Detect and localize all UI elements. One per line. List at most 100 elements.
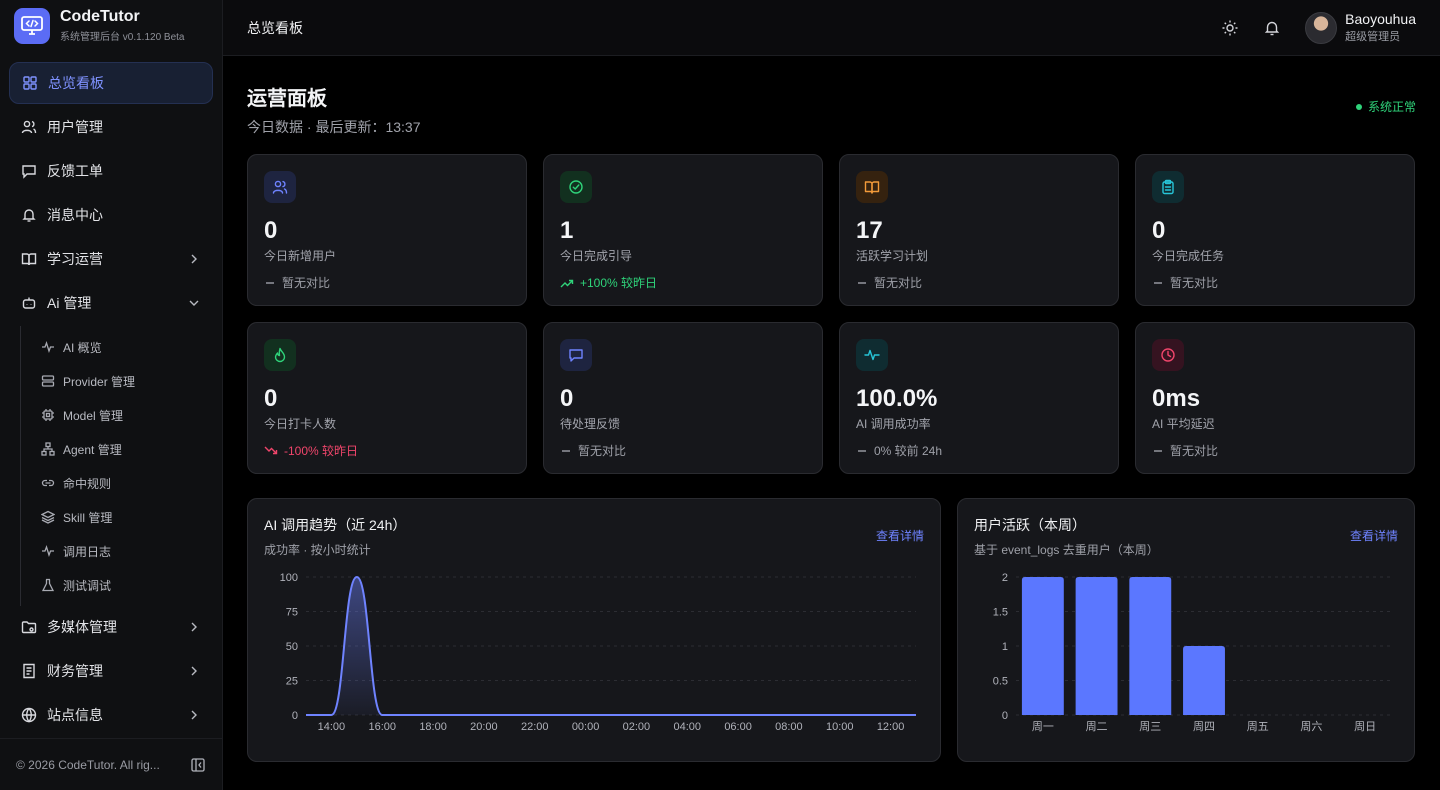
book-open-icon bbox=[856, 171, 888, 203]
chip-icon bbox=[42, 409, 54, 422]
ai-trend-chart: 0 25 50 75 100 14:00 16:00 18:00 20:00 22:00 00:00… bbox=[280, 572, 916, 733]
notification-bell-icon[interactable] bbox=[1263, 19, 1281, 37]
kpi-compare: 0% 较前 24h bbox=[856, 442, 1102, 459]
kpi-value: 0ms bbox=[1152, 385, 1201, 412]
y-tick-label: 0 bbox=[292, 710, 298, 722]
view-details-link[interactable]: 查看详情 bbox=[875, 529, 924, 543]
kpi-card[interactable]: 0 今日打卡人数 -100% 较昨日 bbox=[247, 322, 527, 474]
kpi-label: 待处理反馈 bbox=[560, 417, 621, 431]
message-icon bbox=[22, 165, 36, 180]
chevron-right-icon bbox=[191, 622, 197, 632]
grid-icon bbox=[23, 76, 37, 91]
kpi-label: 今日新增用户 bbox=[264, 249, 337, 263]
y-tick-label: 1.5 bbox=[993, 607, 1008, 619]
sidebar-item-ai-management[interactable]: Ai 管理 bbox=[9, 282, 213, 324]
x-tick-label: 04:00 bbox=[673, 721, 701, 733]
charts-row: AI 调用趋势（近 24h） 成功率 · 按小时统计 查看详情 0 25 50 75 1… bbox=[247, 498, 1416, 762]
x-tick-label: 20:00 bbox=[470, 721, 498, 733]
kpi-card[interactable]: 0 待处理反馈 暂无对比 bbox=[543, 322, 823, 474]
chevron-down-icon bbox=[189, 300, 199, 307]
sidebar-item-messages[interactable]: 消息中心 bbox=[9, 194, 213, 236]
kpi-compare-text: 暂无对比 bbox=[578, 444, 627, 458]
sidebar-footer: © 2026 CodeTutor. All rig... bbox=[0, 738, 222, 790]
user-menu[interactable]: Baoyouhua 超级管理员 bbox=[1305, 11, 1416, 44]
clipboard-icon bbox=[1152, 171, 1184, 203]
server-icon bbox=[41, 375, 55, 388]
ai-trend-card: AI 调用趋势（近 24h） 成功率 · 按小时统计 查看详情 0 25 50 75 1… bbox=[247, 498, 941, 762]
theme-toggle-sun-icon[interactable] bbox=[1221, 19, 1239, 37]
topbar: 总览看板 Baoyouhua 超级管理员 bbox=[223, 0, 1440, 56]
users-icon bbox=[264, 171, 296, 203]
user-role: 超级管理员 bbox=[1345, 31, 1401, 43]
copyright: © 2026 CodeTutor. All rig... bbox=[16, 757, 160, 772]
brand-name: CodeTutor bbox=[60, 8, 140, 26]
subnav-agent[interactable]: Agent 管理 bbox=[33, 432, 213, 466]
x-tick-label: 08:00 bbox=[775, 721, 803, 733]
kpi-card[interactable]: 1 今日完成引导 +100% 较昨日 bbox=[543, 154, 823, 306]
kpi-compare-text: 暂无对比 bbox=[874, 276, 923, 290]
subnav-hit-rules[interactable]: 命中规则 bbox=[33, 466, 213, 500]
kpi-card[interactable]: 17 活跃学习计划 暂无对比 bbox=[839, 154, 1119, 306]
page-title: 运营面板 bbox=[247, 88, 327, 110]
x-tick-label: 周日 bbox=[1354, 720, 1376, 733]
breadcrumb: 总览看板 bbox=[247, 19, 303, 36]
card-title: 用户活跃（本周） bbox=[974, 517, 1086, 533]
dashboard-content: 运营面板 今日数据 · 最后更新：13:37 系统正常 0 今日新增用户 暂无对比 1… bbox=[223, 56, 1440, 790]
sidebar-item-finance[interactable]: 财务管理 bbox=[9, 650, 213, 692]
flask-icon bbox=[41, 579, 55, 592]
subnav-test-debug[interactable]: 测试调试 bbox=[33, 568, 213, 602]
x-tick-label: 14:00 bbox=[318, 721, 346, 733]
kpi-compare: 暂无对比 bbox=[1152, 274, 1398, 291]
trend-up-icon bbox=[560, 279, 574, 287]
sidebar-item-dashboard[interactable]: 总览看板 bbox=[9, 62, 213, 105]
subnav-ai-overview[interactable]: AI 概览 bbox=[33, 330, 213, 364]
dash-icon bbox=[858, 449, 866, 452]
subnav-model[interactable]: Model 管理 bbox=[33, 398, 213, 432]
x-tick-label: 22:00 bbox=[521, 721, 549, 733]
sidebar-item-site-info[interactable]: 站点信息 bbox=[9, 694, 213, 736]
y-tick-label: 50 bbox=[286, 641, 298, 653]
layers-icon bbox=[41, 511, 55, 525]
page-subtitle: 今日数据 · 最后更新：13:37 bbox=[247, 119, 421, 135]
series-line bbox=[305, 575, 916, 716]
subnav-label: Agent 管理 bbox=[63, 442, 122, 457]
bar[interactable] bbox=[1129, 577, 1172, 715]
chevron-right-icon bbox=[191, 666, 197, 676]
kpi-label: 今日打卡人数 bbox=[264, 417, 337, 431]
kpi-label: 今日完成引导 bbox=[560, 249, 633, 263]
sidebar-item-media[interactable]: 多媒体管理 bbox=[9, 606, 213, 648]
sidebar-item-users[interactable]: 用户管理 bbox=[9, 106, 213, 148]
kpi-card[interactable]: 100.0% AI 调用成功率 0% 较前 24h bbox=[839, 322, 1119, 474]
x-tick-label: 06:00 bbox=[724, 721, 752, 733]
subnav-provider[interactable]: Provider 管理 bbox=[33, 364, 213, 398]
subnav-label: AI 概览 bbox=[63, 340, 102, 355]
subnav-call-logs[interactable]: 调用日志 bbox=[33, 534, 213, 568]
bar[interactable] bbox=[1183, 646, 1225, 715]
kpi-compare-text: 暂无对比 bbox=[1170, 276, 1219, 290]
bell-icon bbox=[22, 209, 36, 223]
kpi-value: 0 bbox=[264, 385, 278, 412]
subnav-skill[interactable]: Skill 管理 bbox=[33, 500, 213, 534]
x-tick-label: 周五 bbox=[1247, 720, 1269, 733]
view-details-link[interactable]: 查看详情 bbox=[1349, 529, 1398, 543]
kpi-compare: 暂无对比 bbox=[1152, 442, 1398, 459]
kpi-card[interactable]: 0ms AI 平均延迟 暂无对比 bbox=[1135, 322, 1415, 474]
sidebar-item-label: 用户管理 bbox=[47, 119, 103, 136]
kpi-value: 0 bbox=[1152, 217, 1166, 244]
x-tick-label: 00:00 bbox=[572, 721, 600, 733]
sidebar-item-label: 消息中心 bbox=[47, 207, 103, 224]
sidebar-item-learning-ops[interactable]: 学习运营 bbox=[9, 238, 213, 280]
y-tick-label: 25 bbox=[286, 676, 298, 688]
brand[interactable]: CodeTutor 系统管理后台 v0.1.120 Beta bbox=[0, 0, 222, 51]
bar[interactable] bbox=[1021, 577, 1064, 715]
user-name: Baoyouhua bbox=[1345, 11, 1416, 27]
sidebar-item-feedback[interactable]: 反馈工单 bbox=[9, 150, 213, 192]
sidebar-item-label: 站点信息 bbox=[47, 707, 103, 724]
dash-icon bbox=[562, 449, 570, 452]
bar[interactable] bbox=[1075, 577, 1118, 715]
kpi-card[interactable]: 0 今日完成任务 暂无对比 bbox=[1135, 154, 1415, 306]
kpi-card[interactable]: 0 今日新增用户 暂无对比 bbox=[247, 154, 527, 306]
collapse-sidebar-icon[interactable] bbox=[190, 757, 206, 773]
book-icon bbox=[21, 253, 37, 266]
message-icon bbox=[560, 339, 592, 371]
